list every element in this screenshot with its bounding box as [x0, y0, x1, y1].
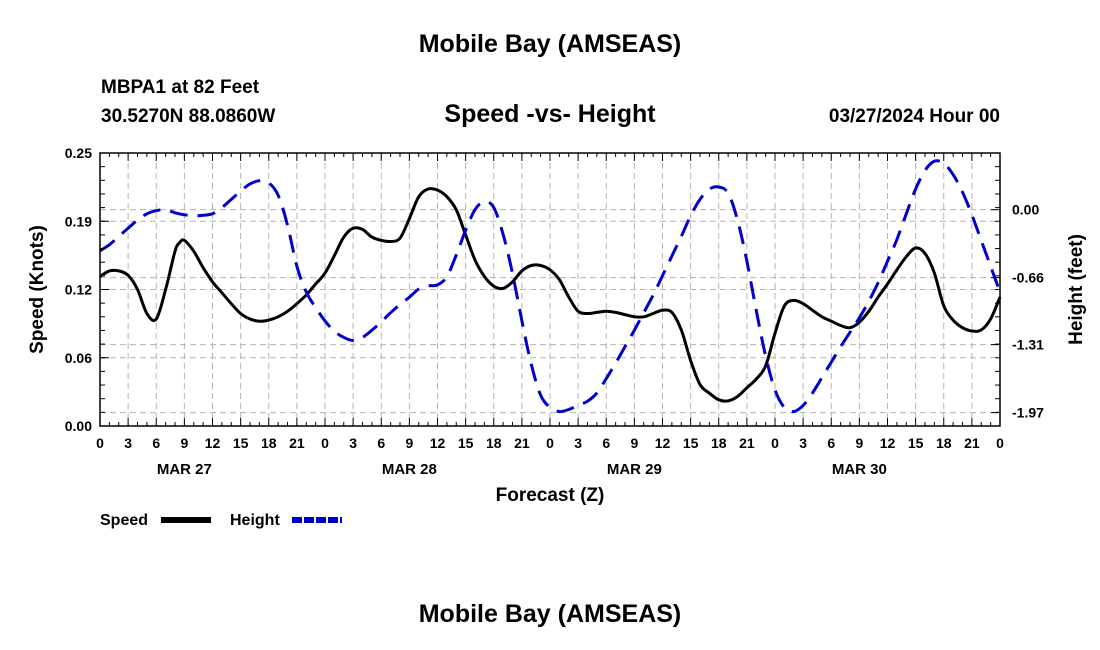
day-label: MAR 28 — [382, 461, 437, 478]
x-tick-label: 21 — [739, 435, 755, 451]
x-tick-label: 21 — [514, 435, 530, 451]
y-tick-label: 0.12 — [65, 282, 92, 298]
y2-tick-label: -0.66 — [1012, 270, 1044, 286]
x-tick-label: 0 — [321, 435, 329, 451]
chart-title: Speed -vs- Height — [444, 100, 656, 128]
x-tick-label: 21 — [964, 435, 980, 451]
legend-speed-label: Speed — [100, 512, 148, 529]
x-axis-title: Forecast (Z) — [496, 485, 605, 506]
x-tick-label: 15 — [233, 435, 249, 451]
day-label: MAR 29 — [607, 461, 662, 478]
x-tick-label: 12 — [205, 435, 221, 451]
y-axis-title: Speed (Knots) — [27, 225, 48, 354]
y-tick-label: 0.00 — [65, 418, 92, 434]
x-tick-label: 3 — [574, 435, 582, 451]
station-name: MBPA1 at 82 Feet — [101, 77, 260, 98]
x-tick-label: 3 — [349, 435, 357, 451]
x-tick-label: 6 — [827, 435, 835, 451]
y-tick-label: 0.25 — [65, 145, 92, 161]
y-tick-label: 0.19 — [65, 213, 92, 229]
x-tick-label: 18 — [711, 435, 727, 451]
y2-tick-label: -1.97 — [1012, 405, 1044, 421]
x-tick-label: 12 — [655, 435, 671, 451]
main-title: Mobile Bay (AMSEAS) — [418, 30, 682, 58]
x-tick-label: 12 — [430, 435, 446, 451]
x-tick-label: 9 — [405, 435, 413, 451]
x-tick-label: 6 — [377, 435, 385, 451]
series — [99, 159, 1002, 414]
x-tick-label: 9 — [180, 435, 188, 451]
x-tick-label: 6 — [152, 435, 160, 451]
y2-axis-title: Height (feet) — [1066, 234, 1087, 345]
day-label: MAR 30 — [832, 461, 887, 478]
x-tick-label: 9 — [855, 435, 863, 451]
legend-height-label: Height — [230, 512, 280, 529]
grid — [100, 153, 1000, 426]
x-tick-label: 15 — [683, 435, 699, 451]
station-coords: 30.5270N 88.0860W — [101, 106, 276, 127]
x-tick-label: 15 — [458, 435, 474, 451]
forecast-time: 03/27/2024 Hour 00 — [828, 106, 1000, 127]
x-tick-label: 9 — [630, 435, 638, 451]
x-tick-label: 0 — [996, 435, 1004, 451]
y-tick-label: 0.06 — [65, 350, 92, 366]
y2-tick-label: 0.00 — [1012, 202, 1039, 218]
x-tick-label: 0 — [96, 435, 104, 451]
x-tick-label: 15 — [908, 435, 924, 451]
legend: Speed Height — [100, 512, 342, 529]
day-label: MAR 27 — [157, 461, 212, 478]
axes: 0 3 6 9 12 15 18 21 0 3 6 9 12 15 18 21 0 3 6 9 12 15 18 21 0 3 6 9… — [27, 145, 1087, 506]
footer-title: Mobile Bay (AMSEAS) — [418, 600, 682, 628]
x-tick-label: 21 — [289, 435, 305, 451]
height-line — [99, 159, 1002, 414]
y2-tick-label: -1.31 — [1012, 337, 1044, 353]
x-tick-label: 0 — [771, 435, 779, 451]
x-tick-label: 18 — [486, 435, 502, 451]
x-tick-label: 12 — [880, 435, 896, 451]
x-tick-label: 6 — [602, 435, 610, 451]
x-tick-label: 18 — [261, 435, 277, 451]
x-tick-label: 18 — [936, 435, 952, 451]
x-tick-label: 3 — [799, 435, 807, 451]
x-tick-label: 3 — [124, 435, 132, 451]
x-tick-label: 0 — [546, 435, 554, 451]
speed-line — [99, 187, 1002, 403]
